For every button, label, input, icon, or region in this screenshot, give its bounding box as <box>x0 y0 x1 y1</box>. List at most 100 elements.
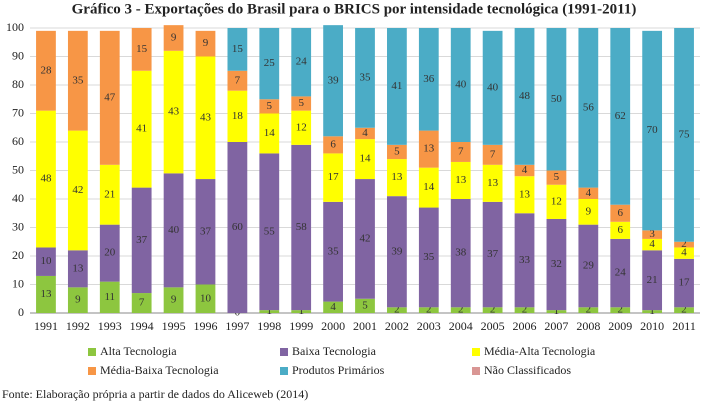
bar-segment <box>67 30 88 131</box>
bar-segment <box>387 196 407 308</box>
data-label: 43 <box>200 111 212 123</box>
data-label: 5 <box>362 299 368 311</box>
data-label: 50 <box>551 93 563 105</box>
data-label: 10 <box>40 255 52 267</box>
bar-segment <box>163 25 184 51</box>
data-label: 1 <box>267 305 273 317</box>
bar-segment <box>355 179 375 299</box>
x-tick-label: 2000 <box>321 319 345 333</box>
bar-segment <box>578 187 599 199</box>
bar-segment <box>450 161 471 199</box>
bar-segment <box>450 307 471 313</box>
y-tick-label: 30 <box>12 219 24 233</box>
x-tick-label: 2005 <box>481 319 505 333</box>
legend-label: Média-Alta Tecnologia <box>484 344 596 358</box>
bar-segment <box>227 70 248 91</box>
bar-segment <box>674 247 694 259</box>
bar-segment <box>482 164 503 202</box>
data-label: 41 <box>391 80 402 92</box>
bar-segment <box>195 179 216 285</box>
data-label: 7 <box>235 74 241 86</box>
data-label: 2 <box>426 304 432 316</box>
x-tick-label: 1995 <box>162 319 186 333</box>
data-label: 42 <box>72 184 83 196</box>
data-label: 15 <box>232 43 244 55</box>
bar-segment <box>99 164 120 225</box>
bar-segment <box>355 127 375 140</box>
data-label: 4 <box>522 164 528 176</box>
data-label: 40 <box>168 224 180 236</box>
data-label: 17 <box>328 171 340 183</box>
data-label: 25 <box>264 57 276 69</box>
bar-segment <box>323 136 343 154</box>
bar-segment <box>323 25 343 137</box>
data-label: 12 <box>551 195 562 207</box>
data-label: 13 <box>519 188 531 200</box>
bar-segment <box>291 96 312 111</box>
bar-segment <box>610 204 631 222</box>
bar-segment <box>323 301 343 313</box>
bar-segment <box>131 187 152 294</box>
x-tick-label: 2010 <box>640 319 664 333</box>
data-label: 4 <box>330 301 336 313</box>
x-tick-label: 1997 <box>225 319 249 333</box>
data-label: 2 <box>586 304 592 316</box>
data-label: 13 <box>391 171 403 183</box>
data-label: 2 <box>490 304 496 316</box>
x-tick-label: 2001 <box>353 319 377 333</box>
bar-segment <box>450 199 471 308</box>
data-label: 5 <box>394 146 400 158</box>
bar-segment <box>99 281 120 313</box>
data-label: 2 <box>617 304 623 316</box>
bar-segment <box>482 30 503 145</box>
legend-swatch <box>472 367 480 375</box>
y-tick-label: 20 <box>12 248 24 262</box>
bar-segment <box>546 28 567 171</box>
bar-segment <box>514 164 535 177</box>
data-label: 24 <box>296 56 308 68</box>
data-label: 48 <box>519 90 531 102</box>
data-label: 29 <box>583 260 595 272</box>
legend-label: Alta Tecnologia <box>100 344 177 358</box>
x-tick-label: 2002 <box>385 319 409 333</box>
data-label: 2 <box>681 238 687 250</box>
bar-segment <box>355 28 375 128</box>
bar-segment <box>546 218 567 311</box>
bar-segment <box>323 201 343 302</box>
data-label: 35 <box>72 74 84 86</box>
data-label: 55 <box>264 225 276 237</box>
data-label: 9 <box>586 205 592 217</box>
data-label: 9 <box>171 294 177 306</box>
data-label: 4 <box>586 187 592 199</box>
bar-segment <box>674 28 694 242</box>
bar-segment <box>610 238 631 308</box>
y-tick-label: 90 <box>12 48 24 62</box>
data-label: 2 <box>458 304 464 316</box>
bar-segment <box>482 201 503 308</box>
bar-segment <box>163 50 184 174</box>
data-label: 37 <box>200 225 212 237</box>
bar-segment <box>195 56 216 180</box>
data-label: 14 <box>423 181 435 193</box>
data-label: 39 <box>391 245 403 257</box>
data-label: 5 <box>298 97 304 109</box>
data-label: 42 <box>360 232 371 244</box>
data-label: 60 <box>232 221 244 233</box>
legend-label: Baixa Tecnologia <box>292 344 377 358</box>
bar-segment <box>578 224 599 308</box>
x-tick-label: 2006 <box>513 319 537 333</box>
bar-segment <box>642 30 663 231</box>
data-label: 48 <box>40 173 52 185</box>
legend-label: Média-Baixa Tecnologia <box>100 363 219 377</box>
data-label: 1 <box>554 305 560 317</box>
data-label: 10 <box>200 292 212 304</box>
data-label: 41 <box>136 123 147 135</box>
data-label: 1 <box>298 305 304 317</box>
bar-segment <box>546 310 567 313</box>
legend-swatch <box>88 348 96 356</box>
bar-segment <box>674 241 694 248</box>
legend-swatch <box>88 367 96 375</box>
bar-segment <box>36 247 56 276</box>
data-label: 62 <box>615 110 626 122</box>
